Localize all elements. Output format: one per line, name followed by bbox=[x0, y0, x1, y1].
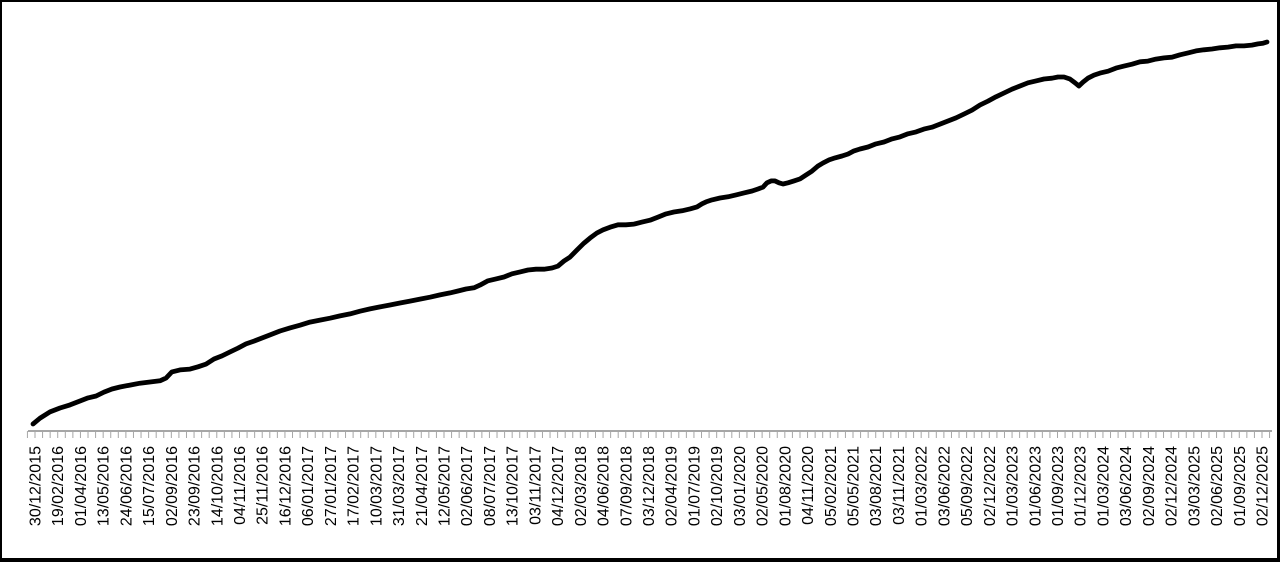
x-axis-label: 02/03/2018 bbox=[573, 446, 590, 526]
x-axis-label: 02/12/2025 bbox=[1255, 446, 1272, 526]
x-axis-label: 16/12/2016 bbox=[277, 446, 294, 526]
x-axis-label: 19/02/2016 bbox=[50, 446, 67, 526]
x-axis-label: 02/12/2024 bbox=[1164, 446, 1181, 526]
x-axis-label: 30/12/2015 bbox=[28, 446, 45, 526]
x-axis-label: 01/06/2023 bbox=[1027, 446, 1044, 526]
x-axis-label: 01/04/2016 bbox=[73, 446, 90, 526]
x-axis-label: 02/06/2017 bbox=[459, 446, 476, 526]
data-series-line bbox=[30, 39, 1270, 427]
x-axis-label: 01/07/2019 bbox=[686, 446, 703, 526]
x-axis-label: 02/05/2020 bbox=[755, 446, 772, 526]
x-axis-label: 01/08/2020 bbox=[777, 446, 794, 526]
x-axis-label: 01/09/2023 bbox=[1050, 446, 1067, 526]
x-axis-label: 03/08/2021 bbox=[868, 446, 885, 526]
x-axis-label: 17/02/2017 bbox=[346, 446, 363, 526]
x-axis-label: 25/11/2016 bbox=[255, 446, 272, 525]
x-axis-label: 05/02/2021 bbox=[823, 446, 840, 526]
x-axis-label: 23/09/2016 bbox=[187, 446, 204, 526]
x-axis-label: 03/12/2018 bbox=[641, 446, 658, 526]
x-axis-label: 03/06/2022 bbox=[936, 446, 953, 526]
x-axis-label: 24/06/2016 bbox=[118, 446, 135, 526]
x-axis-label: 27/01/2017 bbox=[323, 446, 340, 526]
x-axis-label: 03/11/2021 bbox=[891, 446, 908, 525]
x-axis-label: 15/07/2016 bbox=[141, 446, 158, 526]
x-axis-label: 01/03/2023 bbox=[1005, 446, 1022, 526]
x-axis-label: 04/11/2020 bbox=[800, 446, 817, 525]
x-axis-label: 05/09/2022 bbox=[959, 446, 976, 526]
x-axis-label: 03/06/2024 bbox=[1118, 446, 1135, 526]
x-axis-label: 07/09/2018 bbox=[618, 446, 635, 526]
x-axis-label: 01/03/2022 bbox=[914, 446, 931, 526]
x-axis-label: 06/01/2017 bbox=[300, 446, 317, 526]
x-axis-label: 03/01/2020 bbox=[732, 446, 749, 526]
x-axis-label: 04/06/2018 bbox=[596, 446, 613, 526]
x-axis-label: 02/12/2022 bbox=[982, 446, 999, 526]
x-axis-label: 03/11/2017 bbox=[527, 446, 544, 525]
x-axis-label: 02/04/2019 bbox=[664, 446, 681, 526]
x-axis-label: 13/05/2016 bbox=[96, 446, 113, 526]
x-axis-label: 21/04/2017 bbox=[414, 446, 431, 526]
x-axis-label: 02/09/2024 bbox=[1141, 446, 1158, 526]
x-axis-label: 02/10/2019 bbox=[709, 446, 726, 526]
x-axis-label: 03/03/2025 bbox=[1186, 446, 1203, 526]
x-axis-label: 05/05/2021 bbox=[846, 446, 863, 526]
x-axis-label: 08/07/2017 bbox=[482, 446, 499, 526]
x-axis-label: 01/09/2025 bbox=[1232, 446, 1249, 526]
x-axis-label: 01/03/2024 bbox=[1095, 446, 1112, 526]
x-axis-label: 31/03/2017 bbox=[391, 446, 408, 526]
x-axis-label: 01/12/2023 bbox=[1073, 446, 1090, 526]
x-axis-label: 10/03/2017 bbox=[368, 446, 385, 526]
x-axis-label: 04/11/2016 bbox=[232, 446, 249, 525]
x-axis-label: 14/10/2016 bbox=[209, 446, 226, 526]
x-axis-label: 12/05/2017 bbox=[437, 446, 454, 526]
x-axis-label: 04/12/2017 bbox=[550, 446, 567, 526]
x-axis-label: 02/09/2016 bbox=[164, 446, 181, 526]
x-axis-label: 13/10/2017 bbox=[505, 446, 522, 526]
x-axis-label: 02/06/2025 bbox=[1209, 446, 1226, 526]
